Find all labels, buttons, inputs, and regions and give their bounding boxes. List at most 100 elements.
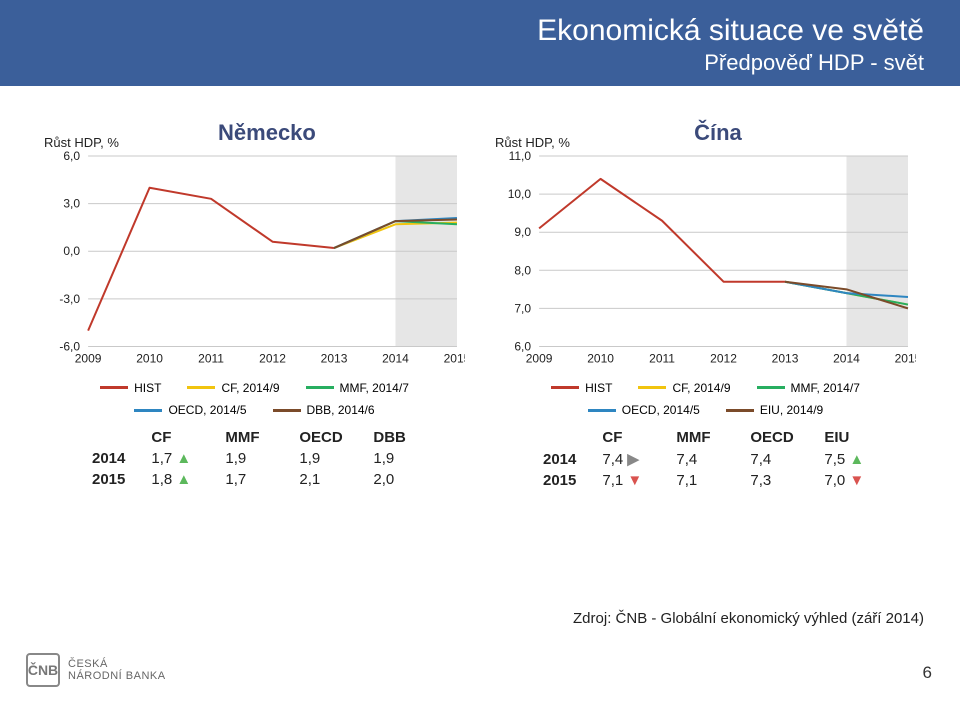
table-cell: 7,5 ▲ (812, 449, 884, 469)
table-cell: 1,8 ▲ (139, 470, 211, 489)
table-year: 2015 (80, 470, 137, 489)
legend-label: DBB, 2014/6 (307, 399, 375, 422)
legend-item: EIU, 2014/9 (726, 399, 823, 422)
chart-china-table: CFMMFOECDEIU20147,4 ▶7,47,47,5 ▲20157,1 … (529, 426, 916, 492)
chart-china-title: Čína (610, 120, 826, 146)
legend-item: DBB, 2014/6 (273, 399, 375, 422)
chart-china-header: Růst HDP, % Čína (495, 120, 916, 146)
cnb-text-line1: ČESKÁ (68, 658, 166, 670)
svg-text:9,0: 9,0 (514, 225, 531, 239)
legend-label: MMF, 2014/7 (340, 377, 409, 400)
trend-arrow-icon: ▼ (849, 472, 864, 489)
svg-text:2011: 2011 (198, 351, 224, 365)
trend-arrow-icon: ▲ (176, 450, 191, 467)
svg-text:2015: 2015 (895, 351, 916, 365)
svg-text:2012: 2012 (710, 351, 737, 365)
footer-logo: ČNB ČESKÁ NÁRODNÍ BANKA (26, 653, 166, 687)
legend-label: CF, 2014/9 (221, 377, 279, 400)
legend-item: HIST (100, 377, 161, 400)
cnb-text-line2: NÁRODNÍ BANKA (68, 670, 166, 682)
svg-text:2014: 2014 (382, 351, 409, 365)
svg-text:2012: 2012 (259, 351, 286, 365)
table-col-header: OECD (287, 428, 359, 447)
chart-china: Růst HDP, % Čína 11,010,09,08,07,06,0200… (495, 120, 916, 492)
table-row: 20157,1 ▼7,17,37,0 ▼ (531, 471, 884, 490)
chart-germany-legend: HIST CF, 2014/9 MMF, 2014/7 OECD, 2014/5 DBB… (44, 377, 465, 423)
svg-text:8,0: 8,0 (514, 263, 531, 277)
svg-text:2009: 2009 (526, 351, 553, 365)
table-year: 2014 (80, 449, 137, 468)
table-cell: 1,9 (361, 449, 433, 468)
legend-label: HIST (134, 377, 161, 400)
chart-germany-header: Růst HDP, % Německo (44, 120, 465, 146)
table-row: 20141,7 ▲1,91,91,9 (80, 449, 433, 468)
table-cell: 1,7 (213, 470, 285, 489)
legend-item: MMF, 2014/7 (306, 377, 409, 400)
legend-label: CF, 2014/9 (672, 377, 730, 400)
table-cell: 2,0 (361, 470, 433, 489)
svg-text:7,0: 7,0 (514, 301, 531, 315)
table-year: 2014 (531, 449, 588, 469)
table-col-header: CF (590, 428, 662, 447)
svg-text:-3,0: -3,0 (59, 292, 80, 306)
table-cell: 7,4 (664, 449, 736, 469)
chart-china-svg: 11,010,09,08,07,06,020092010201120122013… (495, 150, 916, 371)
legend-label: OECD, 2014/5 (622, 399, 700, 422)
table-row: 20151,8 ▲1,72,12,0 (80, 470, 433, 489)
legend-item: MMF, 2014/7 (757, 377, 860, 400)
svg-text:11,0: 11,0 (509, 150, 532, 163)
trend-arrow-icon: ▼ (627, 472, 642, 489)
cnb-badge-icon: ČNB (26, 653, 60, 687)
title-band: Ekonomická situace ve světě Předpověď HD… (0, 0, 960, 86)
legend-label: MMF, 2014/7 (791, 377, 860, 400)
trend-arrow-icon: ▶ (627, 451, 639, 468)
chart-china-legend: HIST CF, 2014/9 MMF, 2014/7 OECD, 2014/5 EIU… (495, 377, 916, 423)
table-cell: 7,3 (738, 471, 810, 490)
legend-item: CF, 2014/9 (187, 377, 279, 400)
table-cell: 1,7 ▲ (139, 449, 211, 468)
trend-arrow-icon: ▲ (849, 451, 864, 468)
legend-label: HIST (585, 377, 612, 400)
chart-germany: Růst HDP, % Německo 6,03,00,0-3,0-6,0200… (44, 120, 465, 492)
table-col-header: DBB (361, 428, 433, 447)
svg-text:3,0: 3,0 (63, 197, 80, 211)
chart-germany-svg: 6,03,00,0-3,0-6,020092010201120122013201… (44, 150, 465, 371)
source-text: Zdroj: ČNB - Globální ekonomický výhled … (573, 610, 924, 627)
svg-text:2013: 2013 (772, 351, 799, 365)
charts-row: Růst HDP, % Německo 6,03,00,0-3,0-6,0200… (0, 86, 960, 492)
table-year: 2015 (531, 471, 588, 490)
legend-item: HIST (551, 377, 612, 400)
svg-text:2013: 2013 (321, 351, 348, 365)
table-cell: 1,9 (287, 449, 359, 468)
page-title: Ekonomická situace ve světě (36, 14, 924, 48)
table-cell: 7,1 (664, 471, 736, 490)
legend-label: OECD, 2014/5 (168, 399, 246, 422)
table-row: 20147,4 ▶7,47,47,5 ▲ (531, 449, 884, 469)
page-number: 6 (923, 663, 932, 683)
table-cell: 7,4 ▶ (590, 449, 662, 469)
legend-item: CF, 2014/9 (638, 377, 730, 400)
chart-germany-ylabel: Růst HDP, % (44, 135, 119, 150)
table-col-header: MMF (213, 428, 285, 447)
svg-text:0,0: 0,0 (63, 244, 80, 258)
svg-text:2010: 2010 (587, 351, 614, 365)
table-cell: 7,4 (738, 449, 810, 469)
svg-text:2015: 2015 (444, 351, 465, 365)
table-cell: 7,1 ▼ (590, 471, 662, 490)
trend-arrow-icon: ▲ (176, 471, 191, 488)
svg-text:6,0: 6,0 (63, 150, 80, 163)
svg-text:2011: 2011 (649, 351, 675, 365)
table-cell: 7,0 ▼ (812, 471, 884, 490)
svg-text:2009: 2009 (75, 351, 102, 365)
page-subtitle: Předpověď HDP - svět (36, 50, 924, 76)
chart-germany-title: Německo (159, 120, 375, 146)
legend-item: OECD, 2014/5 (588, 399, 700, 422)
chart-china-ylabel: Růst HDP, % (495, 135, 570, 150)
svg-text:2010: 2010 (136, 351, 163, 365)
table-col-header: OECD (738, 428, 810, 447)
chart-germany-table: CFMMFOECDDBB20141,7 ▲1,91,91,920151,8 ▲1… (78, 426, 465, 491)
table-col-header: EIU (812, 428, 884, 447)
legend-item: OECD, 2014/5 (134, 399, 246, 422)
table-col-header: CF (139, 428, 211, 447)
svg-text:10,0: 10,0 (508, 187, 532, 201)
